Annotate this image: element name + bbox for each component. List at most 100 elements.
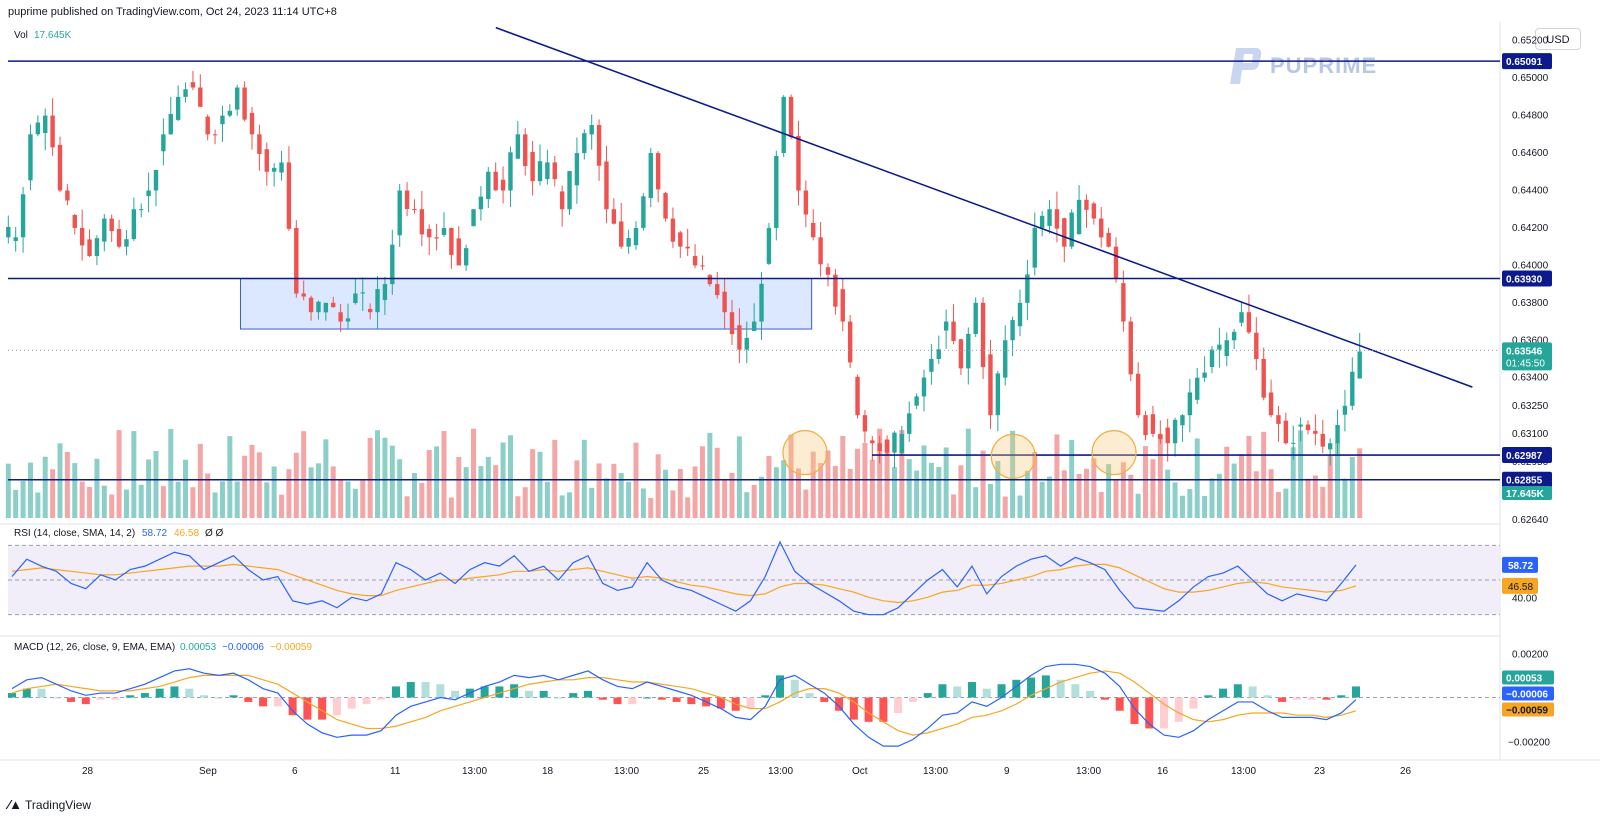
volume-bar: [1239, 454, 1245, 518]
candle-body: [94, 238, 100, 257]
macd-hist-bar: [716, 697, 725, 709]
volume-bar: [677, 468, 683, 518]
candle-body: [375, 289, 380, 313]
macd-hist-bar: [81, 697, 90, 705]
macd-hist-bar: [820, 697, 829, 702]
volume-bar: [493, 465, 499, 518]
x-axis-tick-label: Oct: [852, 766, 868, 777]
volume-bar: [869, 459, 875, 518]
volume-bar: [50, 469, 56, 518]
candle-body: [803, 190, 809, 215]
volume-bar: [271, 466, 277, 518]
volume-bar: [1120, 462, 1126, 518]
candle-body: [559, 191, 565, 210]
macd-hist-bar: [362, 697, 371, 705]
volume-bar: [567, 492, 573, 518]
candle-body: [1357, 351, 1362, 379]
volume-bar: [626, 481, 632, 518]
candle-body: [958, 339, 964, 369]
volume-bar: [308, 467, 314, 518]
rsi-ma-line: [11, 563, 1357, 604]
volume-bar: [345, 481, 351, 518]
candle-body: [131, 209, 137, 240]
volume-bar: [537, 451, 543, 518]
currency-button[interactable]: USD: [1535, 28, 1581, 50]
candle-body: [508, 152, 513, 191]
level-price-label: 0.62855: [1506, 476, 1543, 487]
candle-body: [1187, 392, 1193, 416]
price-tick-label: 0.64800: [1512, 111, 1549, 122]
volume-bars: [5, 428, 1363, 518]
macd-hist-bar: [864, 697, 873, 722]
volume-bar: [434, 446, 440, 518]
macd-hist-bar: [318, 697, 327, 720]
volume-bar: [212, 492, 218, 518]
candle-body: [456, 238, 461, 266]
macd-hist-bar: [643, 697, 652, 699]
volume-bar: [781, 460, 787, 518]
macd-hist-bar: [584, 690, 592, 698]
candle-body: [382, 284, 388, 301]
macd-hist-bar: [406, 682, 415, 698]
volume-bar: [1039, 481, 1045, 518]
rsi-ma-label-bg: [1502, 577, 1538, 594]
x-axis-tick-label: 13:00: [923, 766, 948, 777]
volume-bar: [987, 483, 993, 518]
candle-body: [884, 439, 890, 453]
candle-body: [818, 237, 823, 265]
candle-body: [79, 227, 85, 246]
volume-bar: [131, 431, 137, 518]
candle-body: [168, 114, 173, 135]
volume-bar: [301, 431, 307, 518]
candle-body: [43, 115, 48, 134]
macd-hist-bar: [259, 697, 268, 707]
candle-body: [478, 196, 484, 210]
x-axis-tick-label: 25: [698, 766, 710, 777]
volume-bar: [1165, 469, 1171, 518]
volume-bar: [825, 450, 831, 518]
x-axis-tick-label: 26: [1400, 766, 1412, 777]
candle-body: [1165, 427, 1170, 444]
macd-hist-bar: [451, 690, 460, 698]
volume-bar: [20, 480, 26, 518]
rsi-scale-value: 58.72: [1508, 561, 1533, 572]
macd-hist-bar: [1337, 695, 1346, 698]
volume-bar: [995, 461, 1001, 518]
volume-bar: [773, 467, 779, 518]
candle-body: [1143, 415, 1148, 436]
macd-legend-signal: −0.00059: [270, 642, 312, 653]
macd-hist-bar: [776, 675, 784, 698]
candle-body: [1268, 392, 1274, 416]
candle-body: [1172, 419, 1178, 444]
macd-hist-bar: [938, 684, 947, 698]
candle-body: [316, 301, 321, 313]
tradingview-footer[interactable]: ⁄▲ TradingView: [8, 797, 91, 812]
volume-bar: [1357, 448, 1363, 518]
volume-bar: [766, 455, 772, 518]
candle-body: [50, 115, 55, 148]
candle-body: [338, 312, 343, 322]
candle-body: [700, 265, 705, 267]
candle-body: [190, 82, 196, 88]
volume-bar: [855, 448, 861, 518]
volume-bar: [87, 486, 93, 518]
volume-bar: [1342, 478, 1348, 518]
volume-bar: [1194, 438, 1200, 518]
volume-bar: [471, 428, 477, 518]
volume-bar: [72, 463, 78, 518]
volume-bar: [123, 489, 129, 518]
macd-hist-bar: [1086, 690, 1095, 698]
candle-body: [441, 227, 447, 235]
macd-hist-bar: [1012, 679, 1021, 698]
volume-bar: [160, 486, 166, 518]
volume-bar: [1305, 478, 1311, 518]
candle-body: [1010, 320, 1015, 341]
rsi-legend-title: RSI (14, close, SMA, 14, 2): [14, 528, 135, 539]
candle-body: [670, 218, 676, 242]
volume-bar: [27, 462, 33, 518]
rsi-scale-tick: 40.00: [1512, 593, 1537, 604]
brand-name: PUPRIME: [1270, 53, 1378, 78]
candle-body: [198, 87, 203, 107]
candle-body: [545, 162, 550, 180]
